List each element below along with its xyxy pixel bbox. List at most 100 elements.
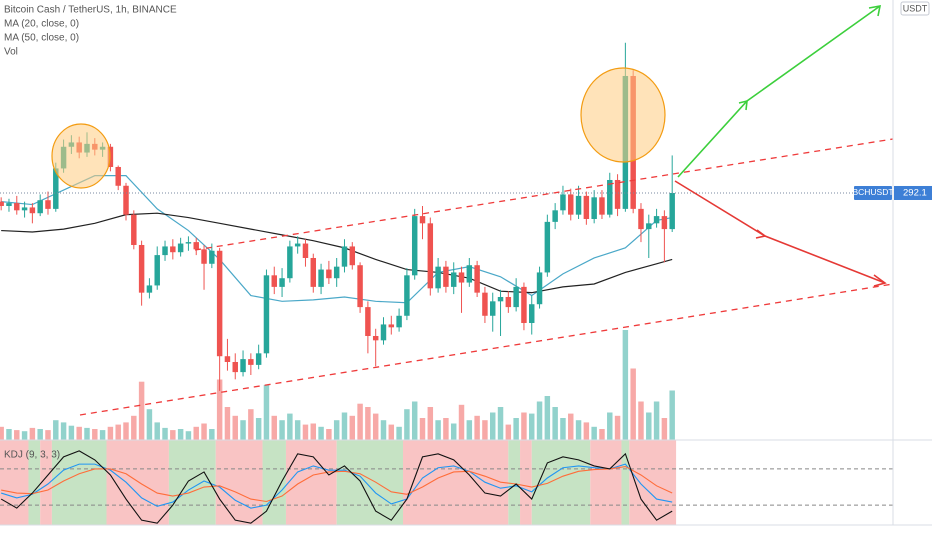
drawings	[51, 5, 894, 416]
volume-bar	[529, 413, 535, 440]
candle-body	[599, 197, 605, 215]
candle-body	[216, 250, 223, 357]
candle-body	[380, 324, 387, 341]
volume-bar	[599, 429, 605, 440]
candle-body	[162, 246, 168, 256]
candle-body	[248, 359, 254, 365]
volume-bar	[552, 407, 558, 440]
candle-body	[653, 216, 660, 224]
candle-body	[583, 195, 590, 219]
arrow-head	[738, 99, 748, 111]
volume-bar	[482, 420, 488, 440]
volume-bar	[185, 431, 192, 440]
volume-bar	[458, 404, 465, 440]
volume-bar	[669, 390, 675, 440]
volume-bar	[513, 418, 519, 440]
candle-body	[669, 192, 675, 230]
candle-body	[466, 265, 473, 283]
candle-body	[489, 301, 496, 316]
candle-body	[458, 272, 465, 283]
volume-bar	[450, 423, 457, 440]
kdj-zone	[106, 440, 169, 525]
candle-body	[505, 296, 512, 308]
indicator-label: Vol	[4, 47, 18, 58]
volume-bar	[583, 422, 590, 440]
kdj-zone	[285, 440, 337, 525]
candle-body	[638, 208, 644, 230]
volume-bar	[255, 418, 262, 440]
indicator-label: KDJ (9, 3, 3)	[4, 450, 60, 461]
candle-body	[302, 243, 309, 258]
candle-body	[193, 242, 199, 250]
currency-badge	[900, 1, 930, 16]
volume-bar	[123, 422, 129, 440]
volume-bar	[388, 424, 395, 440]
volume-bar	[201, 423, 207, 440]
volume-bar	[216, 379, 223, 440]
volume-bar	[138, 381, 145, 440]
volume-bar	[60, 422, 67, 440]
kdj-zone	[262, 440, 286, 525]
volume-bar	[53, 420, 59, 440]
volume-bar	[162, 427, 168, 440]
volume-bar	[466, 420, 473, 440]
lower-channel-line	[79, 283, 894, 416]
candle-body	[232, 361, 238, 373]
volume-bar	[638, 401, 644, 440]
kdj-line	[1, 465, 673, 503]
candle-body	[568, 194, 574, 215]
chart-title: Bitcoin Cash / TetherUS, 1h, BINANCE	[4, 5, 177, 16]
indicator-label: MA (20, close, 0)	[4, 19, 79, 30]
candle-body	[123, 185, 129, 215]
candle-body	[29, 207, 36, 214]
volume-bar	[248, 409, 254, 440]
candle-body	[482, 292, 488, 316]
volume-bar	[99, 430, 106, 440]
volume-bar	[372, 413, 379, 440]
volume-bar	[411, 401, 418, 440]
candle-body	[294, 243, 301, 247]
candle-body	[474, 265, 480, 293]
candle-body	[209, 250, 215, 264]
volume-bar	[349, 415, 356, 440]
candle-body	[240, 359, 246, 373]
volume-bar	[396, 426, 402, 440]
volume-bar	[263, 385, 270, 440]
candle-body	[411, 216, 418, 276]
candle-body	[318, 269, 324, 287]
candle-body	[607, 179, 613, 215]
kdj-zone	[403, 440, 509, 525]
candle-body	[185, 242, 192, 244]
candle-body	[450, 272, 457, 287]
candle-body	[427, 223, 434, 289]
volume-bar	[6, 429, 12, 440]
volume-bar	[232, 415, 238, 440]
upper-channel-line	[194, 138, 894, 251]
volume-bar	[76, 426, 82, 440]
volume-bar	[333, 420, 340, 440]
volume-bar	[404, 409, 410, 440]
candle-body	[575, 195, 582, 215]
candle-body	[661, 216, 668, 230]
candle-body	[521, 286, 527, 323]
volume-bar	[107, 426, 114, 440]
kdj-zone	[28, 440, 41, 525]
volume-bar	[318, 426, 324, 440]
volume-bar	[341, 412, 348, 440]
arrow-head	[868, 5, 882, 17]
candle-body	[646, 223, 652, 230]
candle-body	[271, 275, 277, 287]
symbol-label: BCHUSDT	[852, 187, 893, 197]
candle-body	[131, 214, 137, 245]
candle-body	[365, 307, 371, 336]
kdj-zone	[531, 440, 591, 525]
highlight-circle	[580, 67, 666, 163]
highlight-circle	[51, 123, 111, 189]
candle-body	[53, 168, 59, 209]
candle-body	[435, 266, 441, 289]
candle-body	[614, 179, 621, 209]
candle-body	[341, 246, 348, 267]
arrow-head	[873, 274, 887, 287]
symbol-badge	[854, 185, 892, 200]
volume-bar	[521, 412, 527, 440]
